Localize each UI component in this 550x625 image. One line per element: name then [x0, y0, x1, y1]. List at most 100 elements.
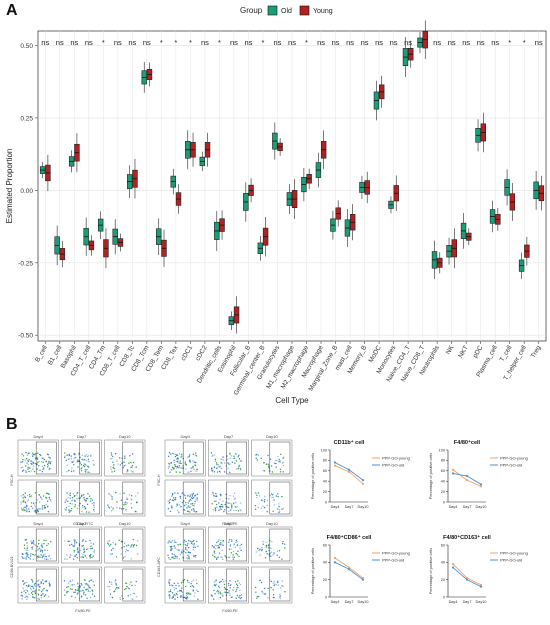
- flow-event-dot: [189, 506, 191, 508]
- flow-event-dot: [47, 543, 50, 545]
- flow-event-dot: [235, 597, 237, 599]
- flow-event-dot: [176, 509, 179, 511]
- flow-event-dot: [170, 548, 172, 550]
- flow-event-dot: [197, 598, 199, 600]
- flow-event-dot: [110, 549, 113, 551]
- flow-event-dot: [29, 555, 32, 557]
- flow-event-dot: [220, 580, 222, 583]
- flow-event-dot: [214, 500, 216, 503]
- flow-event-dot: [26, 462, 28, 464]
- flow-event-dot: [265, 546, 268, 548]
- flow-event-dot: [264, 557, 267, 559]
- flow-event-dot: [170, 461, 173, 464]
- flow-event-dot: [167, 455, 170, 458]
- flow-event-dot: [189, 454, 191, 456]
- flow-event-dot: [276, 550, 279, 552]
- flow-event-dot: [222, 544, 224, 547]
- flow-event-dot: [237, 550, 239, 553]
- flow-event-dot: [239, 547, 241, 549]
- flow-event-dot: [119, 598, 122, 601]
- flow-event-dot: [37, 452, 39, 454]
- flow-event-dot: [183, 493, 185, 496]
- flow-event-dot: [220, 556, 222, 558]
- flow-event-dot: [34, 592, 37, 595]
- flow-event-dot: [21, 552, 24, 555]
- flow-event-dot: [257, 506, 259, 509]
- y-axis-label: Percentage of positive cells: [311, 548, 315, 594]
- flow-event-dot: [25, 457, 28, 460]
- flow-event-dot: [87, 584, 89, 586]
- flow-day-label: Day10: [266, 434, 278, 439]
- flow-event-dot: [83, 465, 86, 468]
- flow-event-dot: [81, 540, 84, 542]
- flow-event-dot: [127, 595, 129, 597]
- flow-event-dot: [186, 598, 188, 600]
- flow-event-dot: [261, 590, 264, 593]
- flow-event-dot: [35, 550, 37, 552]
- flow-event-dot: [42, 461, 44, 464]
- flow-event-dot: [193, 543, 196, 545]
- flow-event-dot: [211, 595, 213, 597]
- flow-event-dot: [174, 598, 176, 601]
- flow-event-dot: [130, 470, 132, 472]
- significance-label: ns: [143, 38, 151, 47]
- flow-event-dot: [121, 457, 123, 460]
- flow-event-dot: [21, 461, 24, 463]
- flow-event-dot: [30, 553, 32, 555]
- flow-event-dot: [190, 509, 193, 511]
- flow-event-dot: [69, 580, 72, 582]
- flow-event-dot: [44, 549, 46, 551]
- flow-event-dot: [25, 584, 28, 587]
- flow-event-dot: [211, 545, 214, 547]
- flow-event-dot: [187, 593, 189, 595]
- flow-event-dot: [50, 500, 52, 502]
- flow-event-dot: [73, 583, 75, 586]
- flow-event-dot: [20, 594, 22, 597]
- flow-event-dot: [87, 548, 89, 550]
- flow-event-dot: [45, 558, 47, 560]
- flow-event-dot: [26, 555, 28, 557]
- flow-event-dot: [278, 556, 281, 559]
- flow-event-dot: [20, 466, 22, 469]
- x-tick-label: Day7: [463, 505, 472, 509]
- flow-event-dot: [32, 558, 35, 561]
- flow-event-dot: [191, 543, 194, 545]
- flow-event-dot: [92, 508, 95, 511]
- flow-event-dot: [93, 506, 95, 509]
- flow-event-dot: [229, 587, 231, 589]
- flow-event-dot: [41, 545, 43, 547]
- flow-event-dot: [77, 466, 79, 468]
- flow-event-dot: [236, 584, 239, 587]
- flow-event-dot: [40, 549, 42, 551]
- flow-event-dot: [170, 469, 172, 471]
- flow-plot-frame: [17, 439, 59, 477]
- flow-event-dot: [218, 552, 221, 554]
- legend-label: PPP-GO-old: [500, 463, 522, 468]
- flow-event-dot: [261, 546, 263, 549]
- flow-event-dot: [194, 500, 196, 503]
- flow-event-dot: [261, 592, 264, 594]
- flow-event-dot: [168, 502, 170, 505]
- flow-event-dot: [173, 453, 175, 455]
- flow-event-dot: [235, 453, 237, 455]
- flow-event-dot: [168, 591, 170, 593]
- flow-event-dot: [228, 556, 230, 558]
- flow-event-dot: [88, 586, 90, 589]
- flow-event-dot: [69, 556, 71, 559]
- flow-event-dot: [111, 596, 114, 599]
- series-line: [334, 561, 364, 581]
- flow-event-dot: [179, 496, 182, 498]
- flow-event-dot: [28, 459, 30, 461]
- flow-event-dot: [226, 506, 228, 508]
- x-tick-label: Day4: [331, 505, 340, 509]
- flow-event-dot: [235, 589, 238, 591]
- flow-event-dot: [230, 455, 233, 457]
- flow-event-dot: [284, 591, 286, 593]
- flow-gate: [79, 481, 100, 515]
- flow-event-dot: [229, 495, 231, 497]
- flow-event-dot: [119, 507, 121, 509]
- box-young: [262, 216, 269, 257]
- flow-event-dot: [185, 551, 187, 554]
- flow-event-dot: [84, 582, 86, 585]
- flow-event-dot: [22, 466, 24, 468]
